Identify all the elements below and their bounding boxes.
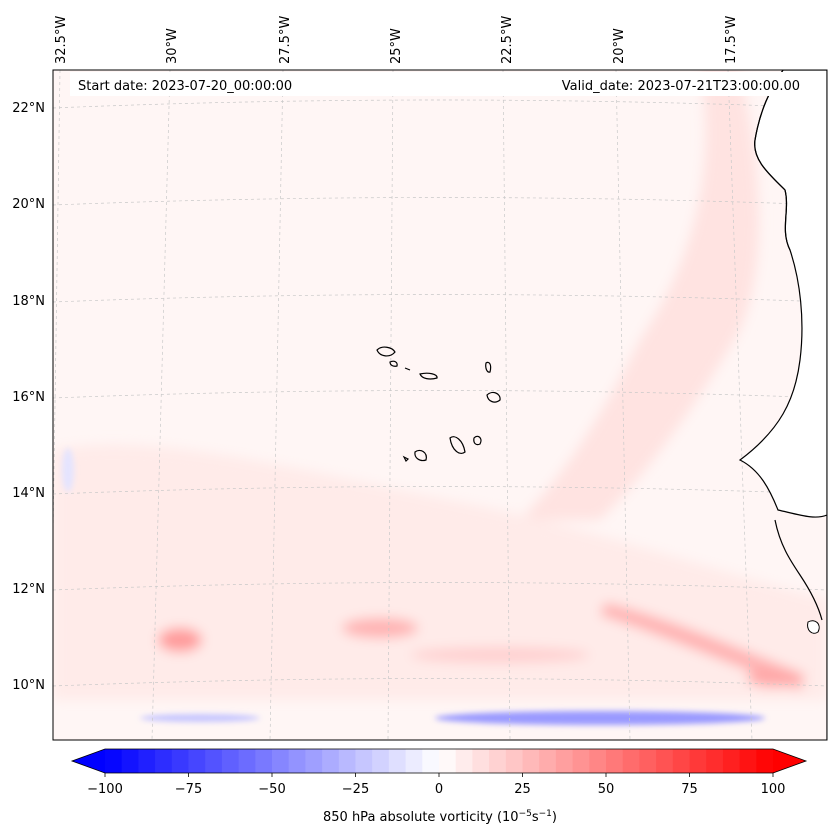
valid-date-label: Valid_date: 2023-07-21T23:00:00.00 xyxy=(562,79,800,94)
colorbar-tick-label: −100 xyxy=(87,782,123,797)
info-box xyxy=(70,72,810,96)
colorbar-tick-label: 75 xyxy=(681,782,698,797)
lon-label: 17.5°W xyxy=(724,16,739,64)
colorbar-bin xyxy=(722,749,741,773)
colorbar-bin xyxy=(689,749,707,773)
colorbar-tick-label: 50 xyxy=(598,782,615,797)
positive-vorticity-centre-west xyxy=(158,628,202,652)
colorbar-bin xyxy=(405,749,423,773)
colorbar-tick-label: 100 xyxy=(761,782,786,797)
lon-label: 30°W xyxy=(165,28,180,64)
colorbar-bin xyxy=(205,749,223,773)
positive-vorticity-streak-central xyxy=(410,647,590,663)
positive-vorticity-centre-east xyxy=(747,669,803,687)
cape-verde-islands xyxy=(376,346,501,463)
colorbar-bin xyxy=(188,749,206,773)
positive-vorticity-band-east xyxy=(520,70,759,520)
lat-label: 14°N xyxy=(12,486,45,501)
coastlines xyxy=(376,70,827,740)
africa-coast-detail-south xyxy=(774,519,823,621)
africa-coast-detail-north xyxy=(754,70,791,251)
lon-label: 25°W xyxy=(389,28,404,64)
colorbar-bin xyxy=(388,749,407,773)
colorbar-bin xyxy=(221,749,240,773)
positive-vorticity-streak-se xyxy=(600,603,805,690)
lat-label: 12°N xyxy=(12,582,45,597)
colorbar-bin xyxy=(439,749,457,773)
lon-label: 20°W xyxy=(612,28,627,64)
colorbar: −100 −75 −50 −25 0 25 50 75 100 850 hPa absolute… xyxy=(70,748,808,825)
lon-label: 32.5°W xyxy=(54,16,69,64)
lon-label: 27.5°W xyxy=(278,16,293,64)
colorbar-bin xyxy=(155,749,173,773)
colorbar-tick-label: −75 xyxy=(175,782,202,797)
positive-vorticity-centre-mid xyxy=(342,618,418,638)
colorbar-bin xyxy=(288,749,306,773)
negative-vorticity-patch-west xyxy=(62,448,74,492)
colorbar-bin xyxy=(489,749,507,773)
colorbar-bin xyxy=(255,749,273,773)
colorbar-bin xyxy=(505,749,523,773)
colorbar-bin xyxy=(639,749,657,773)
colorbar-bin xyxy=(338,749,356,773)
colorbar-bin xyxy=(372,749,390,773)
colorbar-bin xyxy=(739,749,757,773)
graticule xyxy=(53,70,827,740)
lat-label: 10°N xyxy=(12,678,45,693)
colorbar-bin xyxy=(121,749,139,773)
lat-label: 18°N xyxy=(12,294,45,309)
lat-label: 16°N xyxy=(12,390,45,405)
colorbar-bin xyxy=(455,749,473,773)
colorbar-bin xyxy=(105,749,123,773)
colorbar-bin xyxy=(756,749,774,773)
negative-vorticity-band-sw xyxy=(140,714,260,722)
lon-label: 22.5°W xyxy=(500,16,515,64)
africa-coast-islands xyxy=(807,620,820,634)
colorbar-bin xyxy=(472,749,490,773)
colorbar-bin xyxy=(656,749,674,773)
colorbar-bin xyxy=(138,749,156,773)
colorbar-title: 850 hPa absolute vorticity (10−5s−1) xyxy=(323,809,557,825)
colorbar-bin xyxy=(272,749,290,773)
map-frame xyxy=(52,69,828,741)
colorbar-low-extension xyxy=(72,749,105,773)
colorbar-bin xyxy=(171,749,189,773)
colorbar-bin xyxy=(589,749,607,773)
lat-label: 20°N xyxy=(12,197,45,212)
colorbar-bin xyxy=(706,749,724,773)
colorbar-tick-label: −50 xyxy=(258,782,285,797)
colorbar-bin xyxy=(606,749,624,773)
start-date-label: Start date: 2023-07-20_00:00:00 xyxy=(78,79,292,94)
negative-vorticity-band-south xyxy=(435,711,765,725)
colorbar-bin xyxy=(305,749,323,773)
colorbar-bin xyxy=(238,749,256,773)
colorbar-bin xyxy=(555,749,574,773)
colorbar-tick-label: −25 xyxy=(342,782,369,797)
latitude-labels: 22°N 20°N 18°N 16°N 14°N 12°N 10°N xyxy=(12,101,45,693)
positive-vorticity-broad-region xyxy=(53,444,827,700)
longitude-labels: 32.5°W 30°W 27.5°W 25°W 22.5°W 20°W 17.5… xyxy=(54,16,739,64)
colorbar-bin xyxy=(572,749,590,773)
colorbar-bin xyxy=(322,749,340,773)
colorbar-tick-label: 0 xyxy=(435,782,443,797)
colorbar-bin xyxy=(355,749,373,773)
colorbar-bin xyxy=(672,749,690,773)
vorticity-field xyxy=(53,70,827,725)
colorbar-ticks: −100 −75 −50 −25 0 25 50 75 100 xyxy=(87,773,785,797)
colorbar-tick-label: 25 xyxy=(514,782,531,797)
colorbar-bin xyxy=(622,749,640,773)
colorbar-high-extension xyxy=(773,749,806,773)
colorbar-bin xyxy=(539,749,557,773)
colorbar-bin xyxy=(522,749,540,773)
colorbar-bin xyxy=(422,749,440,773)
colorbar-bins xyxy=(105,749,774,773)
lat-label: 22°N xyxy=(12,101,45,116)
